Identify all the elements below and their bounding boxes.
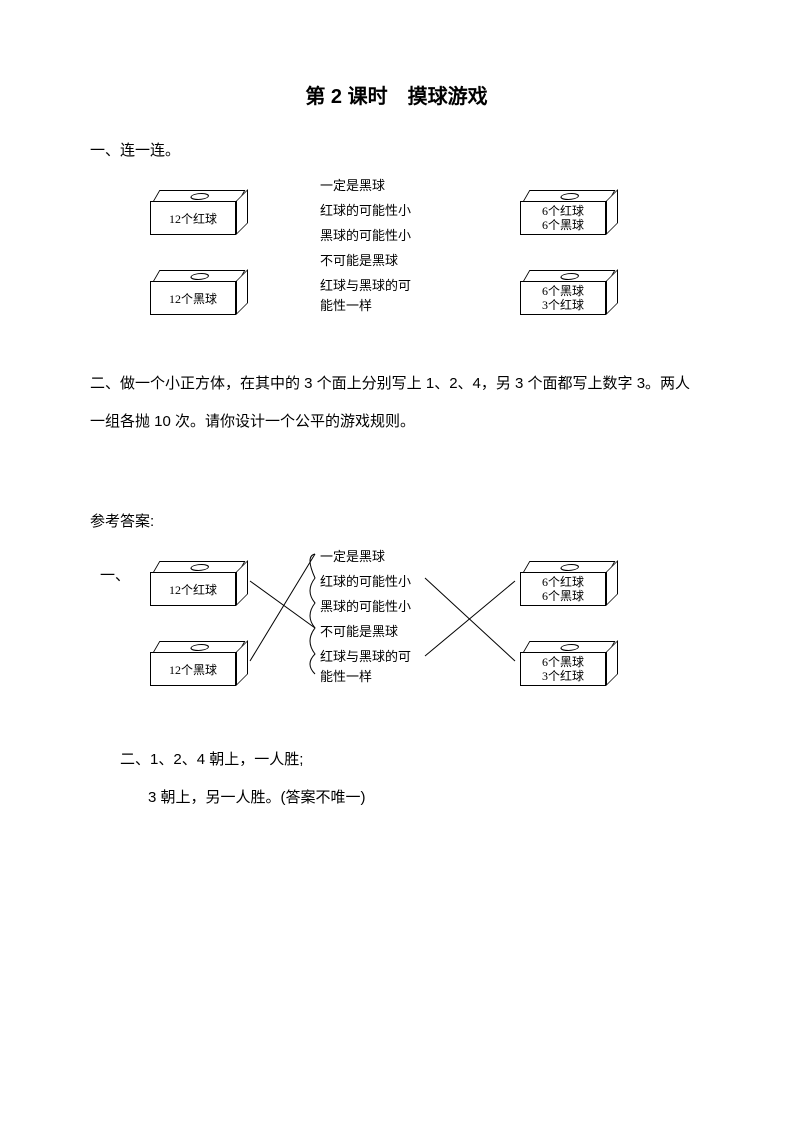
box-label: 6个红球 6个黑球 (520, 201, 606, 235)
option-5b: 能性一样 (320, 295, 372, 314)
ans-option-5b: 能性一样 (320, 666, 372, 685)
option-3: 黑球的可能性小 (320, 225, 411, 244)
ans-option-1: 一定是黑球 (320, 546, 385, 565)
box-6r-6b: 6个红球 6个黑球 (520, 190, 610, 240)
answer-diagram: 一、 12个红球 12个黑球 6个红球 6个黑球 6个黑球 (90, 546, 703, 726)
ans-box-12-red: 12个红球 (150, 561, 240, 611)
box-label: 12个黑球 (150, 281, 236, 315)
box-label: 6个黑球 3个红球 (520, 652, 606, 686)
option-1: 一定是黑球 (320, 175, 385, 194)
q1-label: 一、连一连。 (90, 139, 703, 160)
ans-option-2: 红球的可能性小 (320, 571, 411, 590)
box-label: 6个黑球 3个红球 (520, 281, 606, 315)
page-title: 第 2 课时 摸球游戏 (90, 80, 703, 109)
box-label: 12个红球 (150, 201, 236, 235)
ans-box-6b-3r: 6个黑球 3个红球 (520, 641, 610, 691)
ans-box-12-black: 12个黑球 (150, 641, 240, 691)
box-12-black: 12个黑球 (150, 270, 240, 320)
ans-option-3: 黑球的可能性小 (320, 596, 411, 615)
ans-option-4: 不可能是黑球 (320, 621, 398, 640)
box-12-red: 12个红球 (150, 190, 240, 240)
option-2: 红球的可能性小 (320, 200, 411, 219)
answer-q2: 二、1、2、4 朝上，一人胜; (90, 741, 703, 779)
answers-label: 参考答案: (90, 510, 703, 531)
box-6b-3r: 6个黑球 3个红球 (520, 270, 610, 320)
ans-option-5a: 红球与黑球的可 (320, 646, 411, 665)
option-5a: 红球与黑球的可 (320, 275, 411, 294)
answer-q1-marker: 一、 (100, 564, 130, 585)
q1-diagram: 12个红球 12个黑球 6个红球 6个黑球 6个黑球 3个红球 一定 (90, 175, 703, 345)
box-label: 12个黑球 (150, 652, 236, 686)
box-label: 6个红球 6个黑球 (520, 572, 606, 606)
box-label: 12个红球 (150, 572, 236, 606)
option-4: 不可能是黑球 (320, 250, 398, 269)
answer-q2-line2: 3 朝上，另一人胜。(答案不唯一) (90, 779, 703, 817)
q2-text: 二、做一个小正方体，在其中的 3 个面上分别写上 1、2、4，另 3 个面都写上… (90, 365, 703, 440)
ans-box-6r-6b: 6个红球 6个黑球 (520, 561, 610, 611)
